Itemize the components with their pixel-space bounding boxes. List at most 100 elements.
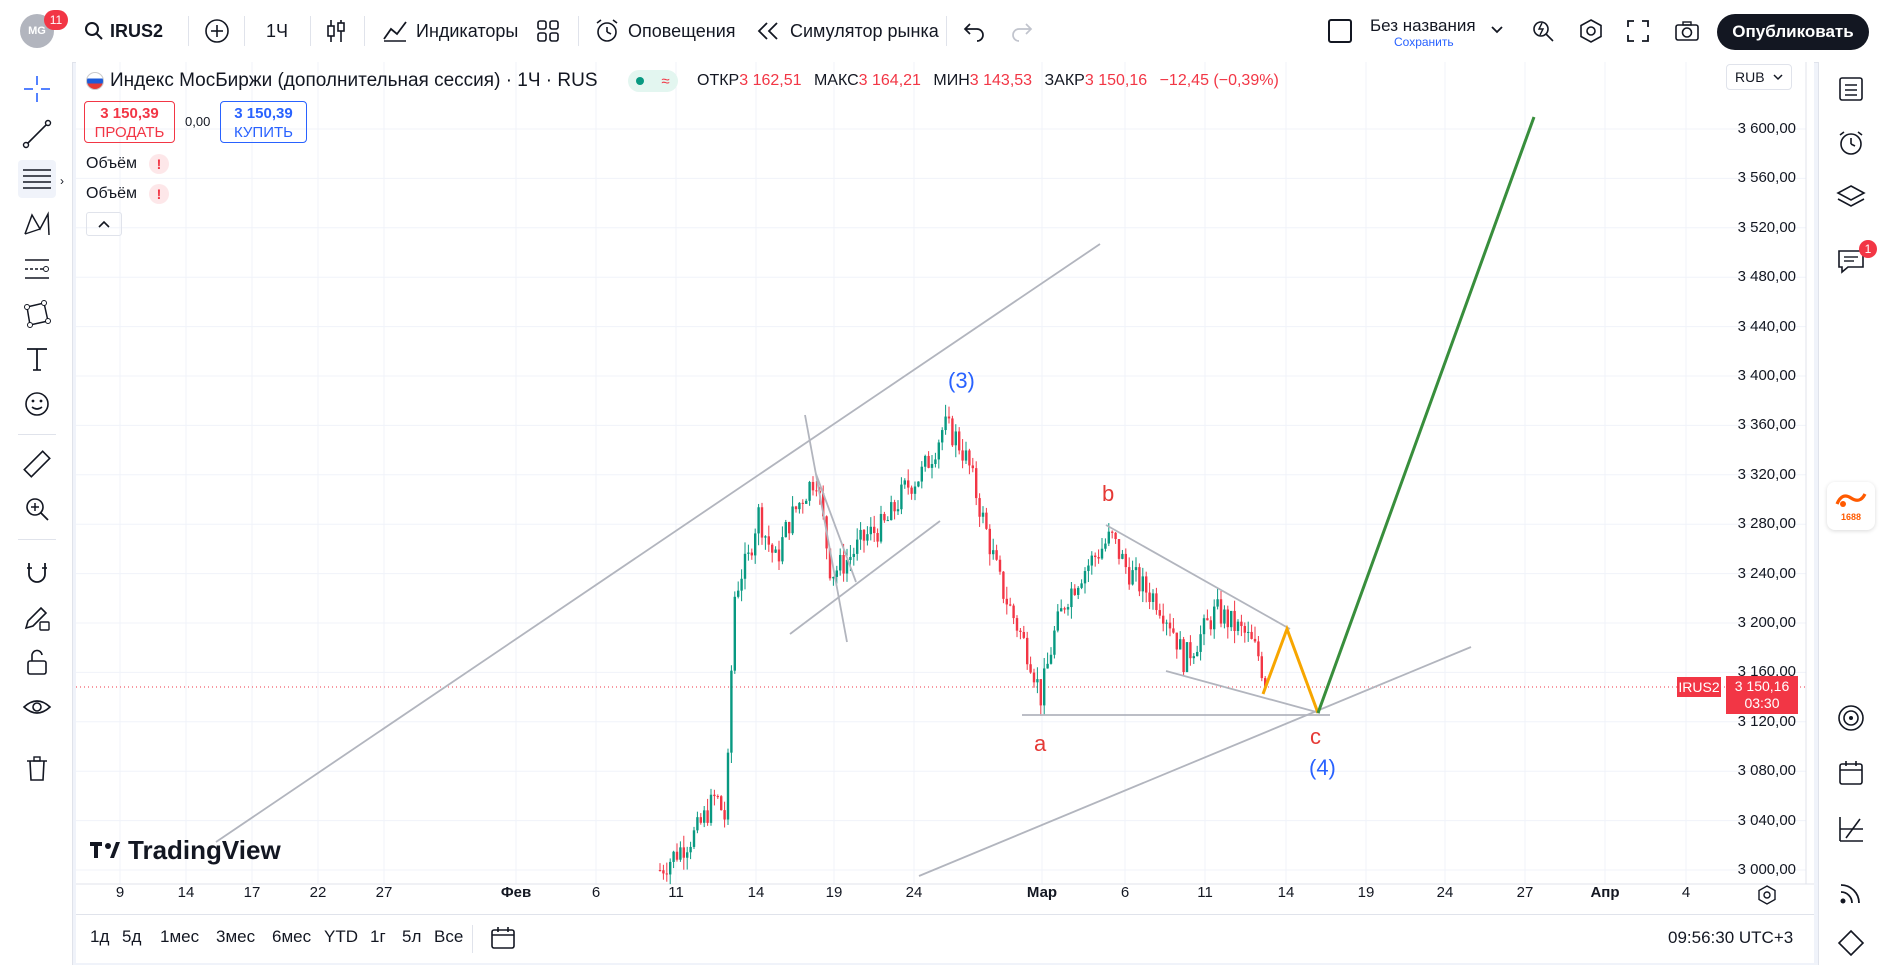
candle-body [706, 810, 709, 823]
time-axis-settings-icon[interactable] [1756, 884, 1778, 911]
candle-body [672, 851, 675, 862]
candle-body [947, 416, 951, 419]
timeframe-button[interactable]: 5д [122, 927, 142, 946]
alerts-button[interactable]: Оповещения [594, 14, 736, 48]
layout-checkbox[interactable] [1328, 14, 1352, 48]
candle-body [1202, 618, 1206, 635]
timeframe-button[interactable]: YTD [324, 927, 358, 946]
timeframe-button[interactable]: 3мес [216, 927, 256, 946]
clock[interactable]: 09:56:30 UTC+3 [1668, 928, 1794, 947]
candle-body [883, 513, 886, 521]
series-legend[interactable]: Индекс МосБиржи (дополнительная сессия) … [86, 70, 598, 92]
candle-body [1206, 618, 1209, 621]
bottom-toolbar: 1д 5д 1мес 3мес 6мес YTD 1г 5л Все 09:56:30 UTC+… [76, 914, 1814, 963]
warning-icon[interactable]: ! [148, 154, 169, 174]
hide-drawings-tool[interactable] [18, 689, 56, 727]
interval-button[interactable]: 1Ч [266, 20, 289, 41]
chart-pane[interactable]: (3) b a c (4) TradingView 3 600,00 3 560,… [76, 62, 1814, 962]
candle-body [1192, 656, 1195, 659]
trend-line-tool[interactable] [18, 115, 56, 153]
candle-body [1121, 553, 1124, 559]
buy-button[interactable]: 3 150,39 КУПИТЬ [220, 101, 307, 143]
collapse-legend-button[interactable] [86, 212, 122, 236]
price-tick-label: 3 440,00 [1737, 317, 1796, 335]
alerts-panel-button[interactable] [1832, 124, 1870, 162]
price-tick-label: 3 200,00 [1737, 614, 1796, 631]
help-button[interactable] [1832, 924, 1870, 962]
candle-body [985, 512, 988, 529]
timeframe-button[interactable]: 5л [402, 927, 422, 946]
candle-body [981, 512, 985, 517]
zoom-tool[interactable] [18, 490, 56, 528]
chart-type-button[interactable] [324, 14, 348, 48]
ideas-button[interactable] [1832, 810, 1870, 848]
alerts-label: Оповещения [628, 20, 736, 41]
quick-search-button[interactable] [1530, 14, 1556, 48]
fib-tool-expand-chevron-icon[interactable]: › [60, 174, 64, 188]
indicator-volume-1[interactable]: Объём ! [86, 154, 169, 174]
app-1688-button[interactable]: 1688 [1827, 482, 1875, 530]
position-tool-icon [25, 259, 49, 279]
publish-button[interactable]: Опубликовать [1717, 14, 1869, 50]
stay-drawing-tool[interactable] [18, 599, 56, 637]
symbol-search[interactable]: IRUS2 [84, 14, 163, 48]
target-button[interactable] [1832, 699, 1870, 737]
currency-selector[interactable]: RUB [1726, 64, 1792, 90]
fib-tool[interactable] [18, 160, 56, 198]
chart-canvas[interactable]: (3) b a c (4) TradingView [76, 62, 1814, 914]
crosshair-tool[interactable] [18, 70, 56, 108]
lightning-search-icon [1533, 21, 1554, 42]
text-tool[interactable] [18, 340, 56, 378]
layout-menu-chevron-icon[interactable] [1490, 22, 1504, 40]
shapes-tool[interactable] [18, 295, 56, 333]
icons-tool[interactable] [18, 385, 56, 423]
high-value: 3 164,21 [858, 72, 921, 89]
timeframe-button[interactable]: 1д [90, 927, 110, 946]
fullscreen-button[interactable] [1626, 14, 1650, 48]
warning-icon[interactable]: ! [148, 184, 169, 204]
remove-drawings-tool[interactable] [18, 750, 56, 788]
object-tree-button[interactable] [1832, 178, 1870, 216]
redo-button[interactable] [1010, 14, 1034, 48]
timeframe-button[interactable]: 1г [370, 927, 386, 946]
price-tick-label: 3 040,00 [1737, 811, 1796, 829]
goto-date-button[interactable] [490, 925, 516, 956]
indicator-volume-2[interactable]: Объём ! [86, 184, 169, 204]
settings-button[interactable] [1578, 14, 1604, 48]
calendar-button[interactable] [1832, 754, 1870, 792]
replay-button[interactable]: Симулятор рынка [756, 14, 939, 48]
timeframe-button[interactable]: 6мес [272, 927, 312, 946]
watchlist-button[interactable] [1832, 70, 1870, 108]
layout-name[interactable]: Без названия [1370, 16, 1476, 35]
close-value: 3 150,16 [1084, 72, 1148, 89]
timeframe-button[interactable]: Все [434, 927, 464, 946]
candle-body [917, 481, 920, 487]
low-value: 3 143,53 [969, 72, 1033, 89]
layout-save-label[interactable]: Сохранить [1394, 35, 1454, 49]
pattern-tool[interactable] [18, 205, 56, 243]
candle-body [866, 534, 869, 541]
snapshot-button[interactable] [1674, 14, 1700, 48]
magnet-tool[interactable] [18, 554, 56, 592]
timeframe-button[interactable]: 1мес [160, 927, 200, 946]
close-key: ЗАКР [1044, 72, 1085, 89]
crosshair-icon [24, 76, 50, 102]
price-tick-label: 3 320,00 [1737, 465, 1796, 483]
measure-tool[interactable] [18, 445, 56, 483]
candle-body [1158, 610, 1161, 616]
alarm-clock-icon [596, 19, 618, 42]
compare-button[interactable] [204, 14, 230, 48]
prediction-tool[interactable] [18, 250, 56, 288]
candle-body [896, 509, 900, 512]
indicators-button[interactable]: Индикаторы [382, 14, 518, 48]
high-key: МАКС [813, 72, 859, 89]
tradingview-logo-icon [90, 842, 120, 858]
market-status[interactable]: ≈ [628, 70, 678, 92]
templates-button[interactable] [536, 14, 560, 48]
candle-body [747, 552, 750, 554]
lock-drawings-tool[interactable] [18, 644, 56, 682]
candle-body [794, 506, 798, 510]
streams-button[interactable] [1832, 874, 1870, 912]
sell-button[interactable]: 3 150,39 ПРОДАТЬ [84, 101, 175, 143]
undo-button[interactable] [962, 14, 986, 48]
